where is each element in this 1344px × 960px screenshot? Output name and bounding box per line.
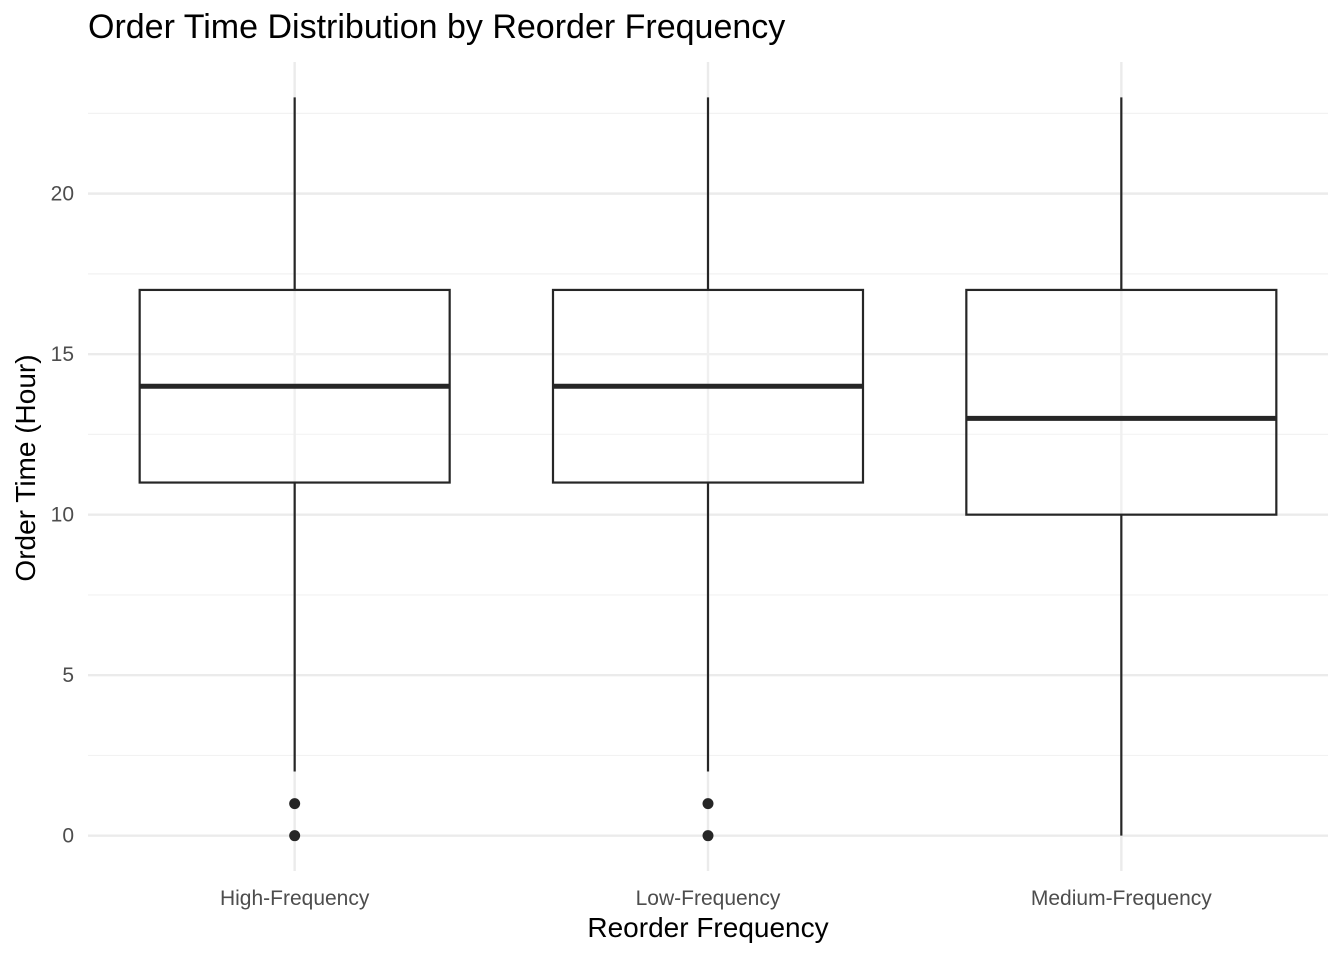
- y-axis-title: Order Time (Hour): [10, 354, 41, 582]
- chart-title: Order Time Distribution by Reorder Frequ…: [88, 8, 786, 46]
- box-group: [551, 97, 865, 842]
- y-tick-label: 15: [51, 343, 74, 366]
- outlier-point: [702, 830, 714, 842]
- box-group: [138, 97, 451, 842]
- y-tick-labels: 0 5 10 15 20: [51, 183, 74, 848]
- y-tick-label: 5: [62, 664, 74, 687]
- x-axis-title: Reorder Frequency: [587, 912, 829, 943]
- x-tick-label: Medium-Frequency: [1031, 887, 1212, 910]
- outlier-point: [289, 798, 301, 810]
- x-tick-label: Low-Frequency: [636, 887, 781, 910]
- y-tick-label: 10: [51, 504, 74, 527]
- y-tick-label: 0: [62, 825, 74, 848]
- x-tick-labels: High-Frequency Low-Frequency Medium-Freque…: [220, 887, 1212, 910]
- outlier-point: [702, 798, 714, 810]
- y-tick-label: 20: [51, 183, 74, 206]
- outlier-point: [289, 830, 301, 842]
- box-iqr: [965, 288, 1278, 516]
- boxplot-series: [138, 97, 1278, 842]
- x-tick-label: High-Frequency: [220, 887, 370, 910]
- box-group: [965, 97, 1278, 836]
